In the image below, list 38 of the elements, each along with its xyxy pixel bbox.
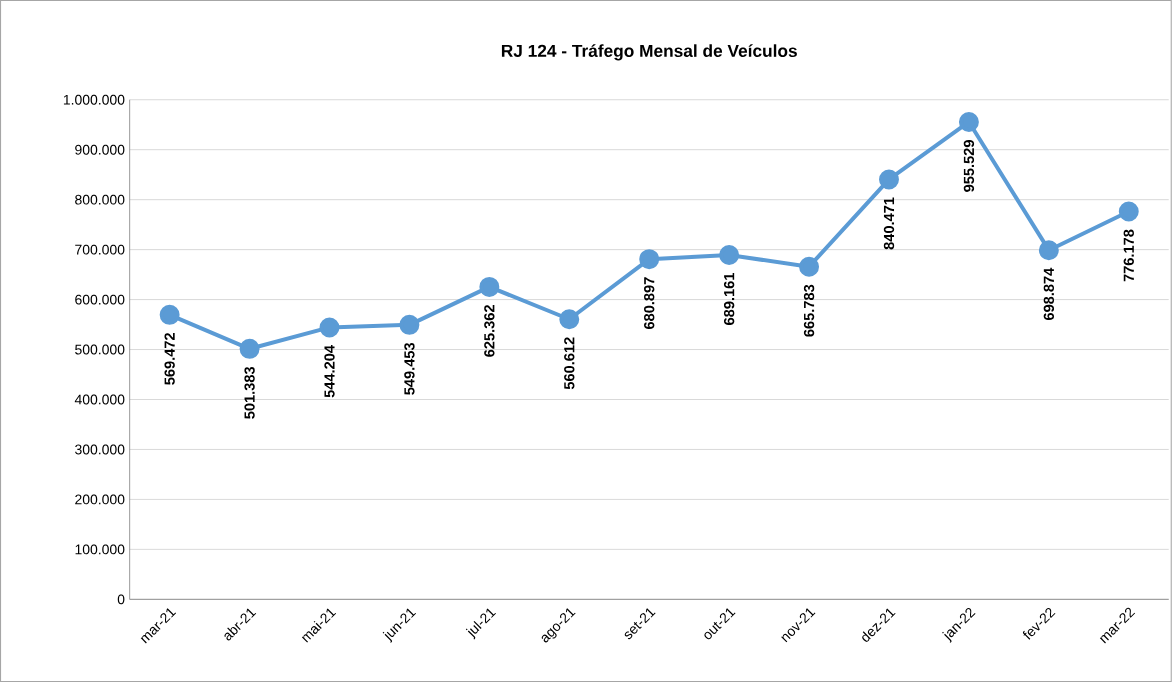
y-tick-label: 400.000 [74,394,125,405]
chart-title: RJ 124 - Tráfego Mensal de Veículos [501,44,797,61]
data-label: 501.383 [244,366,255,419]
y-tick-label: 500.000 [75,344,125,355]
point [239,338,260,359]
data-label: 625.362 [484,304,495,357]
data-label: 698.874 [1043,267,1055,320]
point [559,309,580,330]
data-label: 776.178 [1123,229,1134,282]
data-label: 665.783 [803,284,815,337]
data-label: 680.897 [644,277,655,329]
data-label: 560.612 [564,337,575,390]
y-tick-label: 700.000 [75,244,125,255]
point [399,314,420,335]
data-label: 569.472 [164,332,175,385]
point [879,169,899,190]
data-label: 840.471 [883,197,895,250]
point [319,317,340,338]
point [1118,201,1139,222]
y-tick-label: 1.000.000 [63,94,125,105]
point [799,256,820,277]
y-tick-label: 800.000 [75,194,125,205]
point [639,249,660,270]
point [1038,240,1059,261]
data-label: 689.161 [723,272,735,325]
point [719,244,740,265]
y-tick-label: 300.000 [75,444,125,455]
point [159,304,180,325]
y-tick-label: 100.000 [75,544,125,555]
y-tick-label: 0 [117,594,125,605]
data-label: 544.204 [324,345,335,398]
data-label: 955.529 [963,140,975,192]
data-label: 549.453 [404,342,415,395]
y-tick-label: 900.000 [75,144,125,155]
y-tick-label: 200.000 [75,494,125,505]
y-tick-label: 600.000 [75,294,125,305]
point [958,111,979,132]
point [479,276,500,297]
